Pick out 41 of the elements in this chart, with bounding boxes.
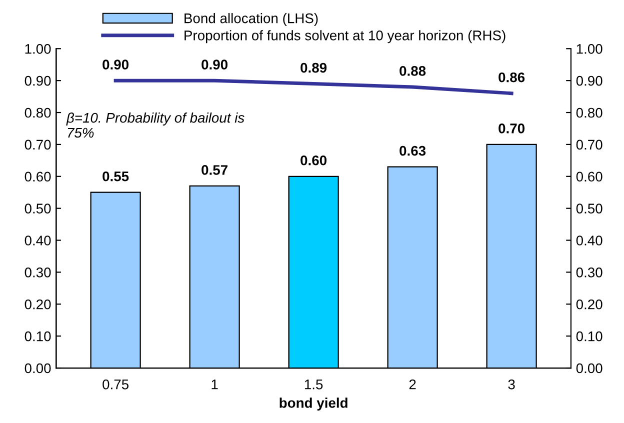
- y-tick-label: 0.10: [24, 331, 51, 342]
- data-label: 0.90: [202, 60, 228, 70]
- y2-tick-label: 0.50: [576, 204, 602, 214]
- y-tick-label: 0.70: [24, 140, 51, 150]
- y2-tick-label: 0.70: [576, 140, 602, 150]
- y2-tick-label: 0.00: [576, 363, 602, 374]
- legend-label: Bond allocation (LHS): [184, 13, 318, 26]
- y2-tick-label: 0.30: [576, 268, 602, 278]
- x-tick-label: 2: [409, 379, 416, 390]
- y-tick-label: 0.20: [24, 299, 51, 310]
- y-tick-label: 1.00: [25, 44, 51, 54]
- y-tick-label: 0.80: [24, 108, 51, 118]
- data-label: 0.60: [300, 155, 327, 166]
- y-tick-label: 0.60: [24, 172, 51, 182]
- data-label: 0.86: [498, 72, 525, 82]
- data-label: 0.55: [102, 171, 129, 182]
- y2-tick-label: 1.00: [576, 44, 602, 54]
- data-label: 0.70: [498, 124, 525, 134]
- y2-tick-label: 0.40: [576, 236, 602, 246]
- y2-tick-label: 0.90: [576, 76, 602, 86]
- annotation: β=10. Probability of bailout is 75%: [66, 112, 244, 138]
- y2-tick-label: 0.20: [576, 299, 602, 310]
- y-tick-label: 0.30: [24, 268, 51, 278]
- y-tick-label: 0.50: [24, 204, 51, 214]
- y-tick-label: 0.00: [24, 363, 51, 374]
- x-axis-title: bond yield: [280, 398, 348, 411]
- data-label: 0.57: [202, 165, 228, 175]
- x-tick-label: 0.75: [102, 379, 128, 390]
- data-label: 0.88: [400, 66, 426, 76]
- y2-tick-label: 0.80: [576, 108, 602, 118]
- x-tick-label: 1: [212, 380, 218, 390]
- legend-label: Proportion of funds solvent at 10 year horizon (RHS): [184, 30, 506, 44]
- x-tick-label: 1.5: [304, 380, 323, 390]
- y2-tick-label: 0.10: [576, 331, 602, 342]
- data-label: 0.63: [400, 146, 426, 156]
- data-label: 0.90: [102, 60, 129, 70]
- y-tick-label: 0.90: [24, 76, 51, 86]
- y-tick-label: 0.40: [24, 236, 51, 246]
- data-label: 0.89: [300, 62, 327, 73]
- x-tick-label: 3: [508, 379, 515, 390]
- y2-tick-label: 0.60: [576, 172, 602, 182]
